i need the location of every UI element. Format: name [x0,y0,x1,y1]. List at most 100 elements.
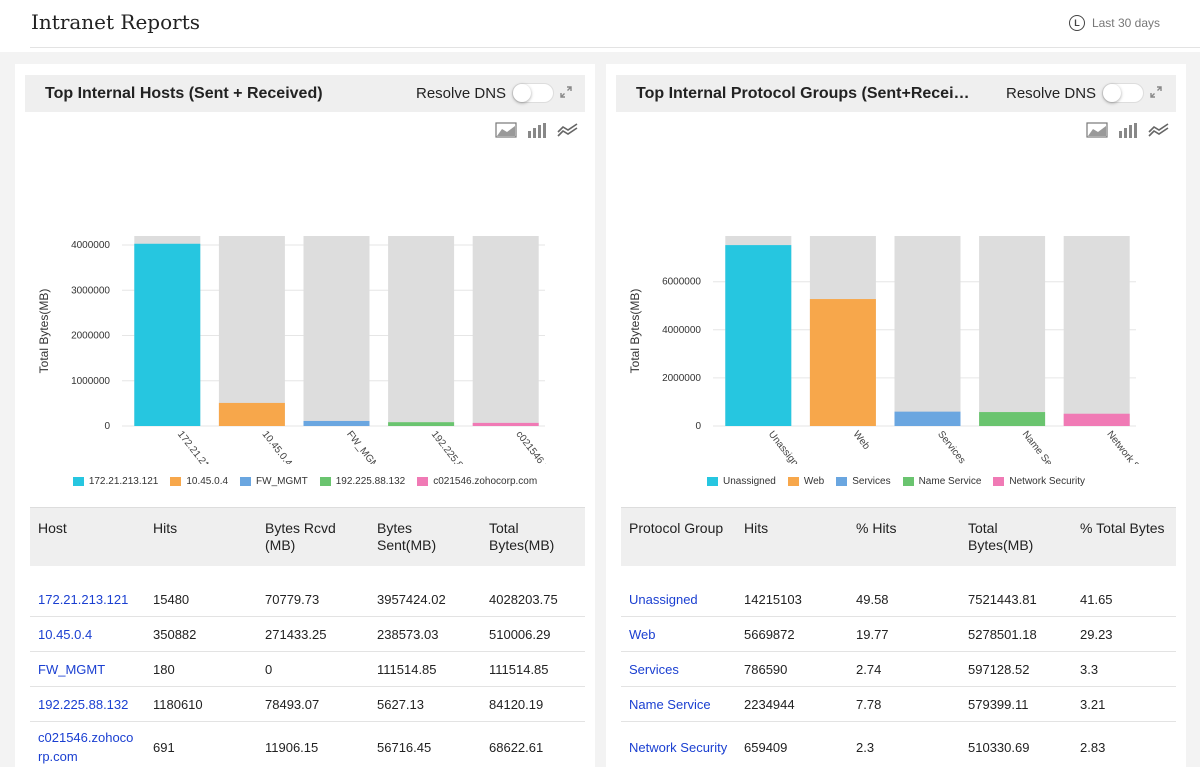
legend-item[interactable]: 192.225.88.132 [319,476,405,487]
cell-bytes-sent: 5627.13 [369,686,481,722]
legend-label: c021546.zohocorp.com [433,476,538,487]
protocol-group-link[interactable]: Unassigned [629,591,698,607]
col-protocol-group[interactable]: Protocol Group [621,507,736,566]
protocol-panel-header: Top Internal Protocol Groups (Sent+Recei… [616,75,1176,112]
col-hits[interactable]: Hits [145,507,257,566]
protocol-group-link[interactable]: Web [629,626,656,642]
date-range-selector[interactable]: L Last 30 days [1068,15,1160,31]
col-percent-hits[interactable]: % Hits [848,507,960,566]
cell-bytes-sent: 238573.03 [369,616,481,652]
cell-hits: 14215103 [736,582,848,617]
bar-background [303,236,370,426]
legend-label: Unassigned [723,476,776,487]
legend-item[interactable]: FW_MGMT [240,476,308,487]
x-tick-label: Services [935,429,967,464]
col-percent-total-bytes[interactable]: % Total Bytes [1072,507,1176,566]
cell-percent-hits: 19.77 [848,616,960,652]
y-tick-label: 1000000 [71,376,110,387]
resolve-dns-toggle[interactable] [1102,83,1145,103]
cell-bytes-sent: 111514.85 [369,651,481,687]
bar-1 [134,243,201,426]
toggle-knob [1103,84,1122,102]
table-row: 10.45.0.4 350882 271433.25 238573.03 510… [30,616,585,652]
cell-percent-total-bytes: 41.65 [1072,582,1176,617]
cell-hits: 350882 [145,616,257,652]
legend-item[interactable]: Unassigned [707,476,776,487]
date-range-label: Last 30 days [1091,16,1160,30]
legend-item[interactable]: Name Service [902,476,981,487]
cell-total-bytes: 5278501.18 [960,616,1072,652]
legend-item[interactable]: Web [787,476,825,487]
legend-label: Web [803,476,825,487]
col-hits[interactable]: Hits [736,507,848,566]
legend-item[interactable]: 10.45.0.4 [170,476,228,487]
clock-icon: L [1068,15,1085,31]
x-tick-label: Network Security [1104,429,1159,464]
table-row: Unassigned 14215103 49.58 7521443.81 41.… [621,582,1176,617]
area-chart-icon[interactable] [1086,122,1108,138]
host-link[interactable]: 10.45.0.4 [38,626,93,642]
protocol-group-link[interactable]: Name Service [629,696,711,712]
legend-swatch [417,477,429,486]
bar-5 [1063,413,1130,426]
legend-item[interactable]: c021546.zohocorp.com [417,476,537,487]
area-chart-icon[interactable] [495,122,517,138]
resolve-dns-toggle[interactable] [512,83,555,103]
toggle-knob [513,84,532,102]
protocol-legend: Unassigned Web Services Name Service Network… [606,476,1186,487]
bar-chart-icon[interactable] [527,122,547,138]
cell-bytes-sent: 56716.45 [369,721,481,767]
bar-chart-icon[interactable] [1118,122,1138,138]
legend-swatch [707,477,719,486]
legend-label: 10.45.0.4 [186,476,229,487]
x-tick-label: 192.225.88.132 [429,429,481,464]
bar-4 [388,422,455,426]
legend-swatch [787,477,799,486]
table-row: Network Security 659409 2.3 510330.69 2.… [621,721,1176,767]
legend-item[interactable]: 172.21.213.121 [72,476,158,487]
protocol-group-link[interactable]: Network Security [629,739,728,755]
protocol-bar-chart: 0 2000000 4000000 6000000 Unassigned Web Servi… [628,236,1160,464]
cell-percent-hits: 49.58 [848,582,960,617]
cell-hits: 5669872 [736,616,848,652]
table-row: Name Service 2234944 7.78 579399.11 3.21 [621,686,1176,722]
legend-swatch [902,477,914,486]
chart-type-switcher [1086,122,1170,138]
col-bytes-rcvd[interactable]: Bytes Rcvd (MB) [257,507,369,566]
host-link[interactable]: 192.225.88.132 [38,696,129,712]
expand-icon[interactable] [560,86,572,98]
line-chart-icon[interactable] [557,122,579,138]
col-total-bytes[interactable]: Total Bytes(MB) [481,507,585,566]
host-link[interactable]: FW_MGMT [38,661,106,677]
host-link[interactable]: 172.21.213.121 [38,591,129,607]
resolve-dns-label: Resolve DNS [416,84,507,102]
x-tick-label: Unassigned [766,429,807,464]
table-row: Web 5669872 19.77 5278501.18 29.23 [621,616,1176,652]
col-host[interactable]: Host [30,507,145,566]
cell-total-bytes: 111514.85 [481,651,585,687]
cell-total-bytes: 7521443.81 [960,582,1072,617]
cell-bytes-rcvd: 78493.07 [257,686,369,722]
cell-percent-total-bytes: 3.21 [1072,686,1176,722]
host-link[interactable]: c021546.zohocorp.com [38,730,134,764]
table-row: c021546.zohocorp.com 691 11906.15 56716.… [30,721,585,767]
y-tick-label: 2000000 [662,373,701,384]
line-chart-icon[interactable] [1148,122,1170,138]
col-bytes-sent[interactable]: Bytes Sent(MB) [369,507,481,566]
table-row: FW_MGMT 180 0 111514.85 111514.85 [30,651,585,687]
y-tick-label: 6000000 [662,277,701,288]
expand-icon[interactable] [1150,86,1162,98]
cell-percent-total-bytes: 3.3 [1072,651,1176,687]
col-total-bytes[interactable]: Total Bytes(MB) [960,507,1072,566]
bar-background [388,236,455,426]
bar-3 [303,420,370,426]
legend-label: Network Security [1009,476,1085,487]
hosts-table: Host Hits Bytes Rcvd (MB) Bytes Sent(MB)… [30,507,585,767]
top-bar: Intranet Reports L Last 30 days [0,0,1200,52]
cell-percent-total-bytes: 2.83 [1072,721,1176,767]
protocol-group-link[interactable]: Services [629,661,679,677]
legend-item[interactable]: Network Security [993,476,1085,487]
legend-item[interactable]: Services [836,476,891,487]
cell-total-bytes: 68622.61 [481,721,585,767]
protocol-panel-title: Top Internal Protocol Groups (Sent+Recei… [636,85,971,102]
